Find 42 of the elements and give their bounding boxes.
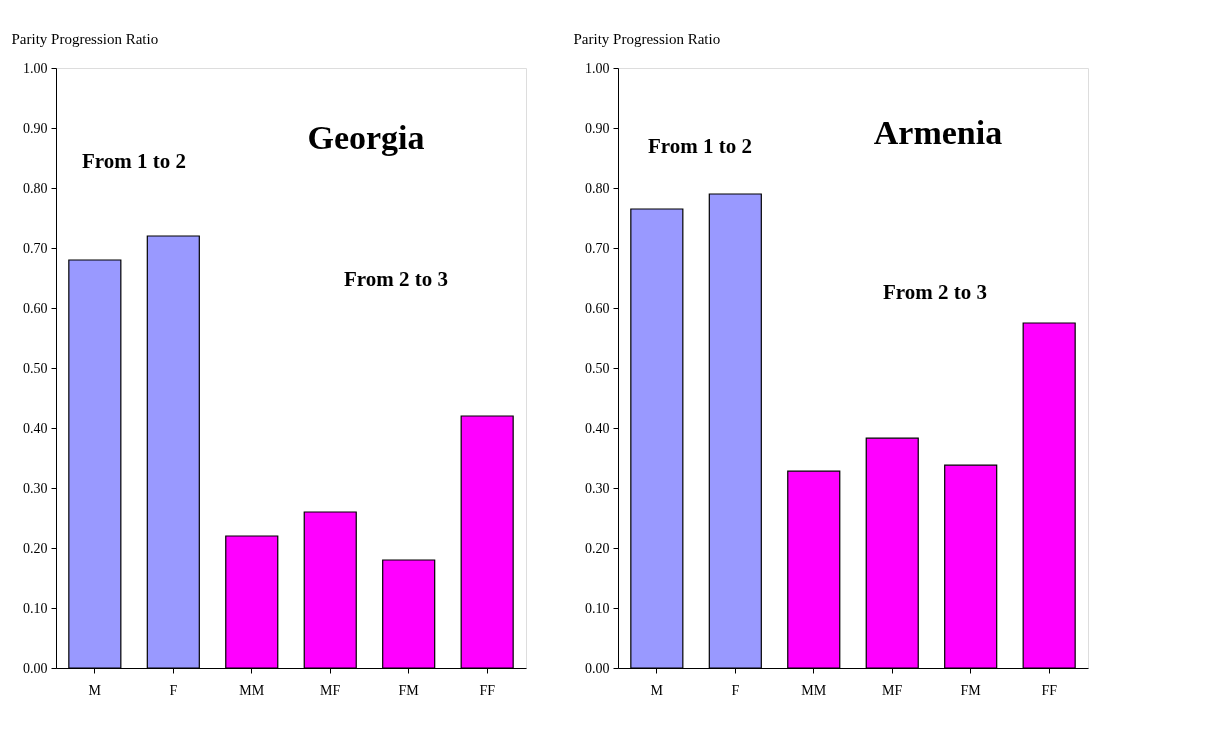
y-tick-label: 0.50: [23, 360, 48, 376]
x-tick-label: MF: [320, 682, 341, 698]
x-tick-label: MM: [801, 682, 827, 698]
y-tick-label: 0.90: [585, 120, 610, 136]
x-tick-label: F: [169, 682, 178, 698]
y-tick-label: 0.80: [585, 180, 610, 196]
y-tick-label: 0.90: [23, 120, 48, 136]
y-tick-label: 0.80: [23, 180, 48, 196]
x-tick-label: MF: [882, 682, 903, 698]
x-tick-label: FF: [479, 682, 496, 698]
y-axis-title: Parity Progression Ratio: [11, 30, 159, 47]
y-tick-label: 0.40: [23, 420, 48, 436]
y-axis-title: Parity Progression Ratio: [573, 30, 721, 47]
y-tick-label: 0.10: [23, 600, 48, 616]
y-tick-label: 0.40: [585, 420, 610, 436]
y-tick-label: 0.60: [585, 300, 610, 316]
x-tick-label: FM: [398, 682, 420, 698]
y-tick-label: 0.30: [23, 480, 48, 496]
annotation: From 2 to 3: [882, 280, 988, 304]
y-tick-label: 0.30: [585, 480, 610, 496]
annotation: Armenia: [873, 114, 1003, 151]
y-tick-label: 0.00: [585, 660, 610, 676]
annotation: Georgia: [307, 119, 425, 156]
x-tick-label: FM: [960, 682, 982, 698]
annotation: From 1 to 2: [81, 149, 187, 173]
annotation: From 2 to 3: [343, 267, 449, 291]
y-tick-label: 0.20: [585, 540, 610, 556]
x-tick-label: FF: [1041, 682, 1058, 698]
y-tick-label: 0.00: [23, 660, 48, 676]
y-tick-label: 1.00: [585, 60, 610, 76]
x-tick-label: MM: [239, 682, 265, 698]
y-tick-label: 0.70: [23, 240, 48, 256]
y-tick-label: 0.60: [23, 300, 48, 316]
y-tick-label: 0.50: [585, 360, 610, 376]
annotation: From 1 to 2: [647, 134, 753, 158]
y-tick-label: 0.20: [23, 540, 48, 556]
x-tick-label: M: [88, 682, 102, 698]
y-tick-label: 0.10: [585, 600, 610, 616]
y-tick-label: 1.00: [23, 60, 48, 76]
x-tick-label: M: [650, 682, 664, 698]
y-tick-label: 0.70: [585, 240, 610, 256]
x-tick-label: F: [731, 682, 740, 698]
